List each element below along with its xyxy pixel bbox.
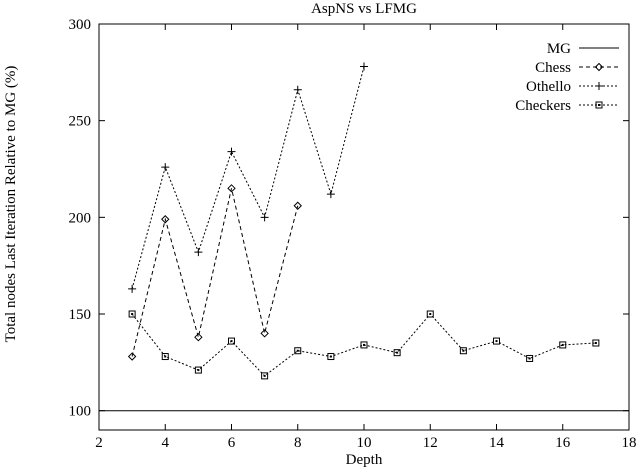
point-checkers-center xyxy=(462,349,465,352)
x-tick-label: 18 xyxy=(622,435,637,451)
series-line-othello xyxy=(131,66,365,290)
point-othello xyxy=(194,248,203,257)
y-tick-label: 100 xyxy=(69,404,92,420)
point-checkers xyxy=(360,341,368,349)
legend-marker-checkers-center xyxy=(598,104,600,106)
y-tick-label: 300 xyxy=(69,17,92,33)
legend-label-checkers: Checkers xyxy=(515,98,571,114)
plot-area: 2 4 6 8 10 12 14 16 18 100 150 200 250 300 xyxy=(69,17,637,451)
point-othello xyxy=(260,213,269,222)
point-othello xyxy=(293,85,302,94)
legend-label-mg: MG xyxy=(547,41,571,57)
point-chess xyxy=(293,201,302,210)
point-othello xyxy=(360,62,368,71)
legend-label-othello: Othello xyxy=(526,79,571,95)
point-checkers xyxy=(128,310,136,318)
legend-marker-chess xyxy=(594,62,604,72)
point-checkers xyxy=(459,347,467,355)
point-checkers xyxy=(426,310,434,318)
point-checkers-center xyxy=(230,340,233,343)
point-checkers-center xyxy=(594,342,597,344)
y-tick-label: 250 xyxy=(69,114,92,130)
x-tick-label: 14 xyxy=(489,435,505,451)
series-line-chess xyxy=(131,188,299,357)
legend-marker-othello xyxy=(595,82,603,90)
point-checkers-center xyxy=(131,313,134,315)
point-checkers-center xyxy=(429,313,432,315)
x-axis-title: Depth xyxy=(346,452,383,467)
point-checkers xyxy=(493,337,500,345)
point-chess xyxy=(260,329,269,338)
point-checkers xyxy=(228,337,235,345)
point-checkers xyxy=(526,354,534,362)
y-tick-label: 200 xyxy=(69,210,92,226)
point-checkers-center xyxy=(561,343,564,346)
point-checkers-center xyxy=(495,340,498,343)
point-checkers xyxy=(327,353,335,361)
point-checkers xyxy=(559,341,567,349)
y-axis-title: Total nodes Last Iteration Relative to M… xyxy=(3,66,19,343)
point-checkers xyxy=(194,366,202,374)
x-tick-label: 10 xyxy=(357,435,372,451)
y-tick-label: 150 xyxy=(69,307,92,323)
point-othello xyxy=(326,190,335,199)
legend: MG Chess Othello Checkers xyxy=(515,41,619,114)
x-tick-label: 4 xyxy=(162,435,170,451)
x-tick-label: 12 xyxy=(423,435,438,451)
point-checkers xyxy=(161,353,169,361)
point-checkers-center xyxy=(263,374,266,377)
x-tick-label: 2 xyxy=(95,435,103,451)
point-checkers-center xyxy=(296,349,299,352)
point-checkers xyxy=(261,372,269,380)
chart-title: AspNS vs LFMG xyxy=(311,1,417,17)
point-chess xyxy=(127,352,137,361)
point-checkers xyxy=(294,347,302,355)
point-chess xyxy=(161,215,170,224)
point-othello xyxy=(128,284,137,293)
legend-marker-checkers xyxy=(595,101,603,109)
legend-label-chess: Chess xyxy=(535,60,571,76)
point-checkers-center xyxy=(164,355,167,358)
point-checkers-center xyxy=(197,369,200,372)
point-checkers-center xyxy=(528,357,531,360)
point-checkers xyxy=(592,339,600,347)
point-chess xyxy=(194,332,203,342)
x-tick-label: 6 xyxy=(228,435,236,451)
point-checkers-center xyxy=(329,355,332,358)
x-tick-label: 16 xyxy=(555,435,571,451)
point-othello xyxy=(161,163,170,172)
point-checkers xyxy=(393,349,401,357)
x-tick-label: 8 xyxy=(294,435,302,451)
point-chess xyxy=(227,184,236,193)
point-checkers-center xyxy=(396,351,399,354)
point-othello xyxy=(227,147,236,156)
point-checkers-center xyxy=(363,343,365,346)
